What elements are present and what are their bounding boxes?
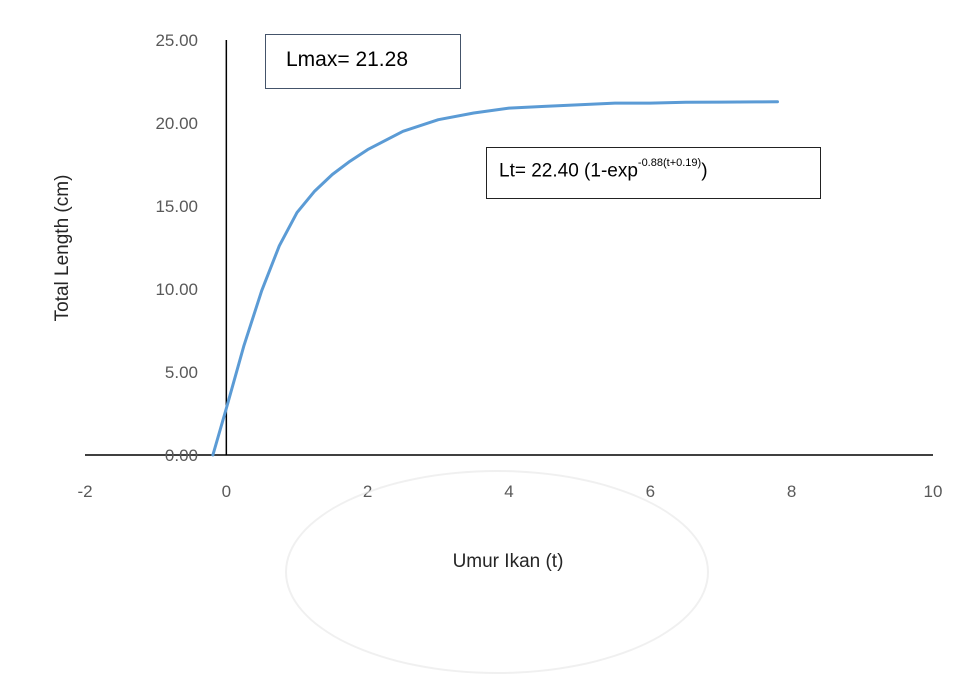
chart-frame: -2 0 2 4 6 8 10 0.00 5.00 10.00 15.00 20.00 25.00 Um…	[52, 31, 942, 674]
y-tick-label: 0.00	[165, 446, 198, 465]
lmax-annotation: Lmax= 21.28	[265, 34, 461, 89]
x-tick-label: 10	[924, 482, 943, 501]
y-tick-label: 25.00	[155, 31, 198, 50]
equation-exponent: -0.88(t+0.19)	[637, 157, 702, 169]
series-layer	[211, 100, 779, 457]
axes	[85, 40, 933, 456]
equation-main-text: Lt= 22.40 (1-exp	[499, 160, 638, 182]
x-tick-label: -2	[77, 482, 92, 501]
y-tick-label: 15.00	[155, 197, 198, 216]
equation-annotation: Lt= 22.40 (1-exp-0.88(t+0.19))	[486, 147, 821, 199]
x-tick-label: 0	[222, 482, 231, 501]
equation-close: )	[701, 160, 708, 182]
y-tick-label: 10.00	[155, 280, 198, 299]
y-tick-label: 5.00	[165, 363, 198, 382]
x-tick-label: 6	[646, 482, 655, 501]
x-tick-label: 8	[787, 482, 796, 501]
y-tick-label: 20.00	[155, 114, 198, 133]
growth-curve-line	[211, 100, 779, 457]
watermark-seal	[285, 470, 709, 674]
lmax-text: Lmax= 21.28	[286, 48, 409, 71]
y-axis-title: Total Length (cm)	[52, 175, 73, 322]
